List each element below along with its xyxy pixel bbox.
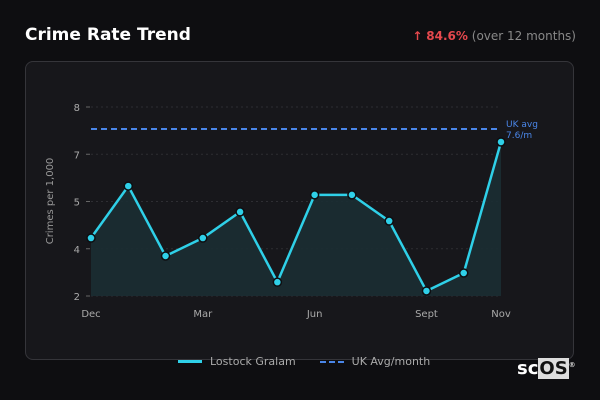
data-point xyxy=(309,190,320,200)
change-period: (over 12 months) xyxy=(471,29,576,43)
series-area xyxy=(91,141,501,296)
legend-swatch-dashed xyxy=(319,360,344,363)
data-point xyxy=(123,181,134,191)
avg-annotation-line1: UK avg xyxy=(506,120,538,130)
registered-mark: ® xyxy=(568,361,576,369)
x-tick-label: Nov xyxy=(491,309,511,320)
legend-item-lostock[interactable]: Lostock Gralam xyxy=(178,355,296,368)
series-line xyxy=(89,141,503,293)
y-tick-label: 2 xyxy=(74,292,80,303)
change-value: 84.6% xyxy=(426,29,468,43)
data-point xyxy=(235,207,245,217)
data-point xyxy=(160,251,171,261)
data-point xyxy=(198,233,208,243)
scos-logo: scOS® xyxy=(517,358,576,379)
data-point xyxy=(458,268,469,278)
y-tick-label: 5 xyxy=(74,198,80,209)
y-tick-label: 7 xyxy=(74,150,80,161)
legend-label: UK Avg/month xyxy=(351,355,431,368)
data-point xyxy=(347,190,357,200)
legend-label: Lostock Gralam xyxy=(210,355,296,368)
data-point xyxy=(421,286,432,296)
change-indicator: ↑ 84.6% (over 12 months) xyxy=(412,29,576,43)
data-point xyxy=(86,233,96,243)
data-point xyxy=(384,216,394,226)
y-tick-label: 4 xyxy=(74,245,80,256)
x-tick-label: Jun xyxy=(306,309,323,320)
page-title: Crime Rate Trend xyxy=(25,25,191,45)
y-tick-label: 8 xyxy=(74,103,80,114)
logo-text: sc xyxy=(517,358,539,379)
data-point xyxy=(272,277,283,287)
avg-annotation-line2: 7.6/m xyxy=(506,131,532,141)
logo-text-box: OS xyxy=(538,358,569,379)
x-tick-label: Sept xyxy=(415,309,438,320)
x-tick-label: Mar xyxy=(193,309,213,320)
x-tick-label: Dec xyxy=(81,309,100,320)
legend: Lostock Gralam UK Avg/month xyxy=(178,355,430,368)
legend-item-uk-avg[interactable]: UK Avg/month xyxy=(319,355,431,368)
legend-swatch-solid xyxy=(178,360,202,363)
arrow-up-icon: ↑ xyxy=(412,29,423,43)
data-point xyxy=(496,137,506,147)
y-axis-label: Crimes per 1,000 xyxy=(45,158,56,245)
